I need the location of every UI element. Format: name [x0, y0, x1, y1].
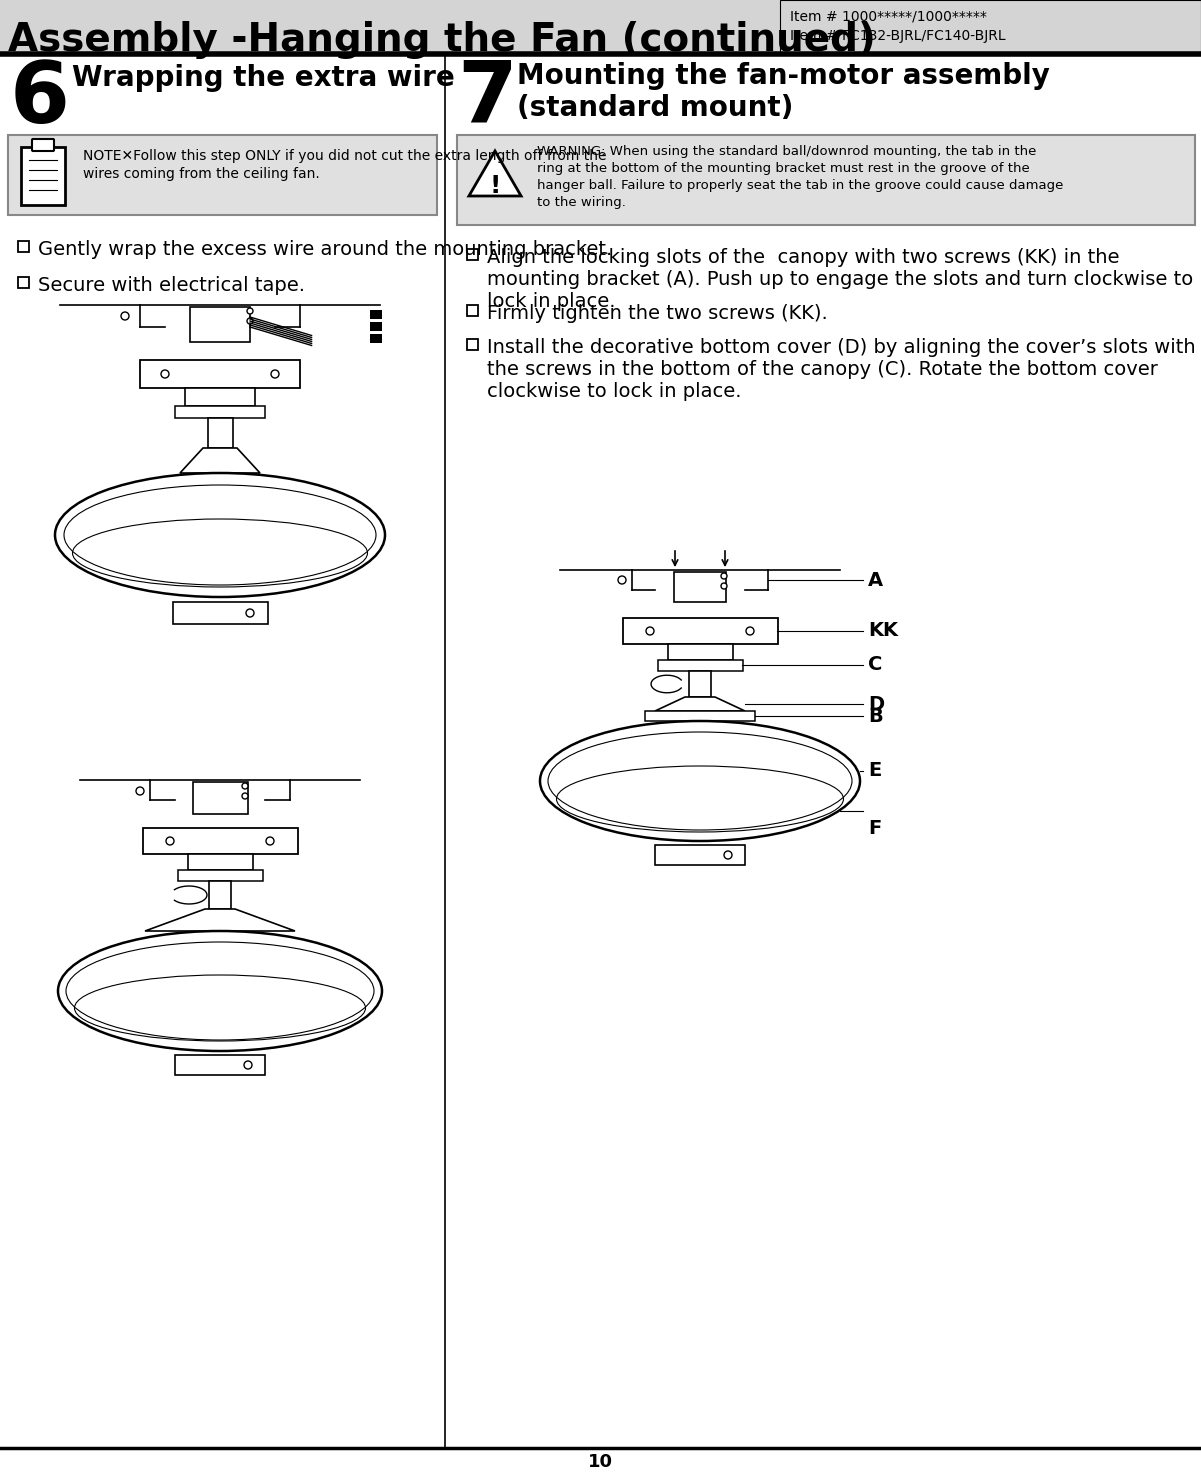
Circle shape	[724, 851, 731, 860]
Bar	[173, 602, 268, 624]
Bar	[623, 618, 778, 645]
Bar	[143, 827, 298, 854]
Bar	[689, 671, 711, 698]
Circle shape	[619, 576, 626, 584]
Circle shape	[247, 318, 253, 324]
Text: KK: KK	[868, 621, 898, 640]
Circle shape	[244, 1061, 252, 1069]
Circle shape	[646, 627, 655, 634]
FancyBboxPatch shape	[32, 138, 54, 152]
Bar	[467, 339, 478, 350]
Text: 6: 6	[10, 57, 70, 141]
Ellipse shape	[55, 473, 386, 598]
Bar	[645, 711, 755, 721]
Polygon shape	[145, 910, 295, 930]
Bar	[8, 135, 437, 215]
Text: B: B	[868, 707, 883, 726]
Circle shape	[136, 788, 144, 795]
Circle shape	[265, 838, 274, 845]
Ellipse shape	[58, 930, 382, 1051]
Bar	[668, 645, 733, 659]
Circle shape	[166, 838, 174, 845]
Bar	[655, 845, 745, 866]
Circle shape	[241, 783, 247, 789]
Bar	[190, 308, 250, 342]
Circle shape	[721, 573, 727, 578]
Bar	[779, 0, 1201, 54]
Text: C: C	[868, 655, 883, 674]
Circle shape	[746, 627, 754, 634]
Bar	[18, 241, 29, 252]
Text: 10: 10	[587, 1453, 613, 1471]
Text: Align the locking slots of the  canopy with two screws (KK) in the mounting brac: Align the locking slots of the canopy wi…	[486, 247, 1194, 311]
Bar	[175, 1055, 265, 1075]
Circle shape	[721, 583, 727, 589]
Bar	[18, 277, 29, 289]
Polygon shape	[655, 698, 745, 711]
Bar	[141, 361, 300, 389]
Circle shape	[247, 308, 253, 314]
Polygon shape	[180, 447, 259, 473]
Ellipse shape	[540, 721, 860, 841]
Text: Item # FC132-BJRL/FC140-BJRL: Item # FC132-BJRL/FC140-BJRL	[790, 29, 1005, 43]
Bar	[185, 389, 255, 406]
Bar	[370, 311, 382, 319]
Text: E: E	[868, 761, 882, 780]
Bar	[209, 882, 231, 910]
Bar	[208, 418, 233, 447]
Text: !: !	[489, 174, 501, 199]
Text: Install the decorative bottom cover (D) by aligning the cover’s slots with the s: Install the decorative bottom cover (D) …	[486, 339, 1196, 400]
Bar	[175, 406, 265, 418]
Circle shape	[241, 793, 247, 799]
Text: Wrapping the extra wire: Wrapping the extra wire	[72, 63, 455, 91]
Bar	[658, 659, 743, 671]
Circle shape	[246, 609, 253, 617]
Text: 7: 7	[458, 57, 516, 141]
Text: Assembly -Hanging the Fan (continued): Assembly -Hanging the Fan (continued)	[8, 21, 876, 59]
Circle shape	[271, 369, 279, 378]
Text: Item # 1000*****/1000*****: Item # 1000*****/1000*****	[790, 9, 987, 24]
Circle shape	[161, 369, 169, 378]
Text: Firmly tighten the two screws (KK).: Firmly tighten the two screws (KK).	[486, 305, 827, 322]
Bar	[370, 322, 382, 331]
Bar	[674, 573, 725, 602]
Bar	[458, 135, 1195, 225]
Text: Secure with electrical tape.: Secure with electrical tape.	[38, 277, 305, 294]
Circle shape	[121, 312, 129, 319]
Bar	[467, 249, 478, 261]
Text: F: F	[868, 820, 882, 839]
Text: A: A	[868, 571, 883, 589]
Text: Mounting the fan-motor assembly
(standard mount): Mounting the fan-motor assembly (standar…	[516, 62, 1050, 122]
Bar	[193, 782, 247, 814]
Text: NOTE✕Follow this step ONLY if you did not cut the extra length off from the
wire: NOTE✕Follow this step ONLY if you did no…	[83, 149, 607, 181]
Polygon shape	[20, 147, 65, 205]
Text: Gently wrap the excess wire around the mounting bracket.: Gently wrap the excess wire around the m…	[38, 240, 613, 259]
Polygon shape	[468, 152, 521, 196]
Text: WARNING: When using the standard ball/downrod mounting, the tab in the
ring at t: WARNING: When using the standard ball/do…	[537, 146, 1063, 209]
Bar	[0, 0, 1201, 54]
Bar	[467, 305, 478, 316]
Bar	[370, 334, 382, 343]
Bar	[178, 870, 263, 882]
Bar	[189, 854, 253, 870]
Text: D: D	[868, 695, 884, 714]
